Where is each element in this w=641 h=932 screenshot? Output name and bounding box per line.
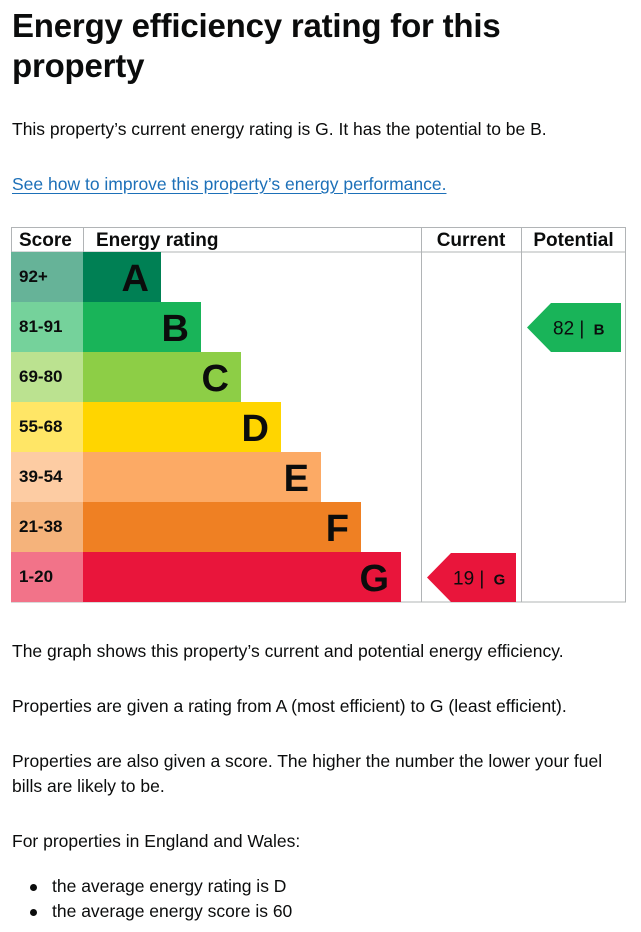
column-header-score: Score: [19, 230, 72, 251]
rating-letter-b: B: [162, 308, 189, 350]
score-cell-a: [11, 252, 83, 302]
rating-explanation: Properties are given a rating from A (mo…: [12, 696, 567, 716]
rating-bar-a: [83, 252, 161, 302]
average-facts-list: the average energy rating is D the avera…: [12, 874, 292, 924]
potential-rating-arrow: [527, 303, 621, 352]
rating-letter-d: D: [242, 408, 269, 450]
improve-performance-link[interactable]: See how to improve this property’s energ…: [12, 174, 447, 194]
rating-bar-e: [83, 452, 321, 502]
rating-letter-a: A: [122, 258, 149, 300]
energy-rating-chart: Score Energy rating Current Potential 92+ A 8…: [11, 227, 626, 603]
rating-bar-g: [83, 552, 401, 602]
rating-bar-d: [83, 402, 281, 452]
rating-letter-f: F: [326, 508, 349, 550]
score-cell-e: [11, 452, 83, 502]
graph-description: The graph shows this property’s current …: [12, 641, 564, 661]
score-cell-c: [11, 352, 83, 402]
rating-bar-f: [83, 502, 361, 552]
score-range-a: 92+: [19, 267, 48, 286]
rating-letter-e: E: [284, 458, 309, 500]
rating-letter-g: G: [359, 558, 389, 600]
score-range-c: 69-80: [19, 367, 62, 386]
column-header-energy-rating: Energy rating: [96, 230, 218, 251]
average-score-item: the average energy score is 60: [12, 899, 292, 924]
average-rating-item: the average energy rating is D: [12, 874, 292, 899]
column-header-current: Current: [437, 230, 506, 251]
current-rating-letter: G: [494, 572, 506, 589]
score-range-f: 21-38: [19, 517, 62, 536]
current-rating-arrow: [427, 553, 516, 602]
rating-bands: 92+ A 81-91 B 69-80 C 55-68 D 39-54 E 21-38 F 1-20 G: [11, 252, 401, 602]
current-rating-score: 19 |: [453, 569, 490, 590]
score-explanation: Properties are also given a score. The h…: [12, 751, 603, 796]
score-range-g: 1-20: [19, 567, 53, 586]
score-cell-b: [11, 302, 83, 352]
rating-summary: This property’s current energy rating is…: [12, 119, 547, 139]
score-cell-g: [11, 552, 83, 602]
score-cell-d: [11, 402, 83, 452]
current-rating-label: 19 | G: [453, 569, 505, 590]
potential-rating-score: 82 |: [553, 319, 590, 340]
region-intro: For properties in England and Wales:: [12, 831, 301, 851]
rating-letter-c: C: [202, 358, 229, 400]
page-title: Energy efficiency rating for this proper…: [12, 7, 501, 84]
column-header-potential: Potential: [533, 230, 613, 251]
rating-bar-c: [83, 352, 241, 402]
rating-bar-b: [83, 302, 201, 352]
score-range-d: 55-68: [19, 417, 62, 436]
score-range-b: 81-91: [19, 317, 62, 336]
score-cell-f: [11, 502, 83, 552]
rating-markers: 19 | G 82 | B: [427, 303, 621, 602]
potential-rating-letter: B: [594, 322, 605, 339]
potential-rating-label: 82 | B: [553, 319, 605, 340]
score-range-e: 39-54: [19, 467, 63, 486]
